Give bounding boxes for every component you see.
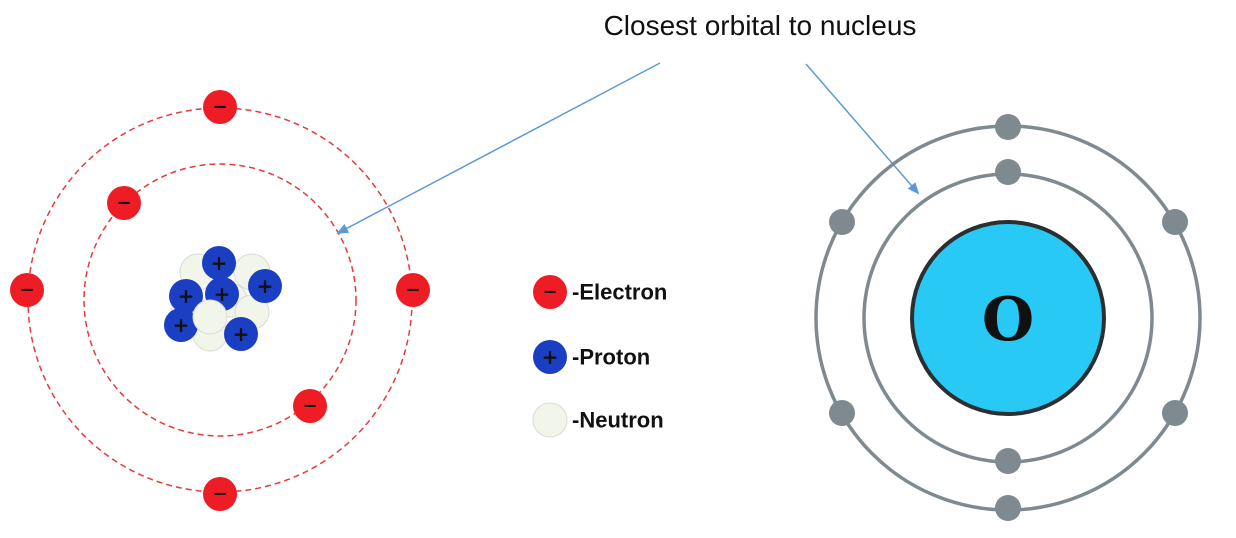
legend-electron: − -Electron	[533, 275, 667, 309]
proton-sign: +	[257, 274, 274, 298]
proton: +	[169, 279, 203, 313]
inner-orbit	[83, 163, 357, 437]
electron: −	[10, 273, 44, 307]
electron-sign: −	[212, 484, 227, 505]
oxygen-electron	[995, 495, 1021, 521]
arrow-to-bohr-inner-orbit	[336, 62, 661, 234]
electron-sign: −	[542, 282, 557, 303]
legend-neutron: -Neutron	[532, 402, 664, 438]
nucleus: + + + + + +	[164, 246, 282, 352]
legend-proton-label: -Proton	[572, 345, 650, 370]
proton-sign: +	[211, 251, 228, 275]
legend-electron-label: -Electron	[572, 280, 667, 305]
oxygen-electron	[829, 400, 855, 426]
oxygen-electron	[995, 114, 1021, 140]
electron: −	[107, 186, 141, 220]
neutron	[192, 299, 228, 335]
oxygen-electron	[995, 448, 1021, 474]
oxygen-model: O	[814, 114, 1202, 521]
legend-neutron-label: -Neutron	[572, 408, 664, 433]
proton: +	[164, 308, 198, 342]
proton-sign: +	[542, 345, 559, 369]
oxygen-electron	[829, 209, 855, 235]
legend: − -Electron + -Proton -Neutron	[532, 275, 667, 438]
legend-proton: + -Proton	[533, 340, 650, 374]
electron: −	[203, 477, 237, 511]
oxygen-nucleus	[910, 220, 1106, 416]
proton-sign: +	[178, 284, 195, 308]
electron: −	[203, 90, 237, 124]
electron-sign: −	[405, 280, 420, 301]
oxygen-electron	[1162, 400, 1188, 426]
oxygen-electron	[995, 159, 1021, 185]
callout-label: Closest orbital to nucleus	[603, 10, 917, 41]
electron: −	[396, 273, 430, 307]
bohr-model: + + + + + +	[10, 90, 430, 511]
oxygen-electron	[1162, 209, 1188, 235]
electron: −	[293, 389, 327, 423]
electron-sign: −	[302, 396, 317, 417]
proton-sign: +	[214, 282, 231, 306]
proton: +	[202, 246, 236, 280]
electron-sign: −	[116, 193, 131, 214]
electron-sign: −	[19, 280, 34, 301]
proton: +	[248, 269, 282, 303]
proton: +	[224, 317, 258, 351]
proton-sign: +	[173, 313, 190, 337]
element-symbol: O	[982, 285, 1034, 355]
electron-sign: −	[212, 97, 227, 118]
proton-sign: +	[233, 322, 250, 346]
arrow-to-oxygen-inner-shell	[805, 63, 920, 195]
